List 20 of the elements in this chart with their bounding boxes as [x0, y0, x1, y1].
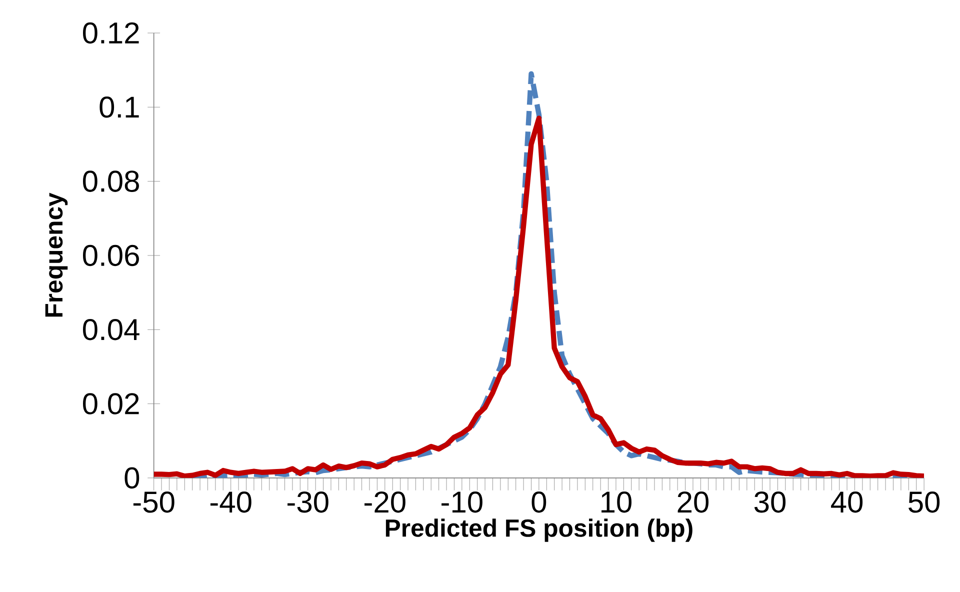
x-tick-label: 10	[602, 491, 632, 513]
y-tick-label: 0.06	[82, 244, 139, 266]
x-tick-label: 30	[754, 491, 786, 513]
y-tick-label: 0.08	[82, 170, 139, 192]
y-tick-label: 0.02	[82, 393, 139, 414]
x-axis-title: Predicted FS position (bp)	[386, 518, 692, 542]
x-tick-label: -40	[210, 491, 252, 513]
y-tick-label: 0.1	[100, 96, 139, 118]
x-tick-label: -30	[287, 491, 328, 513]
x-tick-label: 20	[678, 491, 709, 513]
x-tick-label: -20	[364, 491, 406, 513]
y-axis-title: Frequency	[45, 192, 68, 317]
y-tick-label: 0	[124, 467, 140, 488]
x-tick-label: -10	[442, 491, 482, 513]
y-tick-label: 0.04	[82, 318, 140, 340]
x-tick-label: -50	[133, 491, 174, 513]
y-tick-label: 0.12	[82, 22, 139, 44]
x-tick-label: 0	[532, 491, 546, 513]
x-tick-label: 40	[831, 491, 863, 513]
x-tick-label: 50	[908, 491, 940, 513]
